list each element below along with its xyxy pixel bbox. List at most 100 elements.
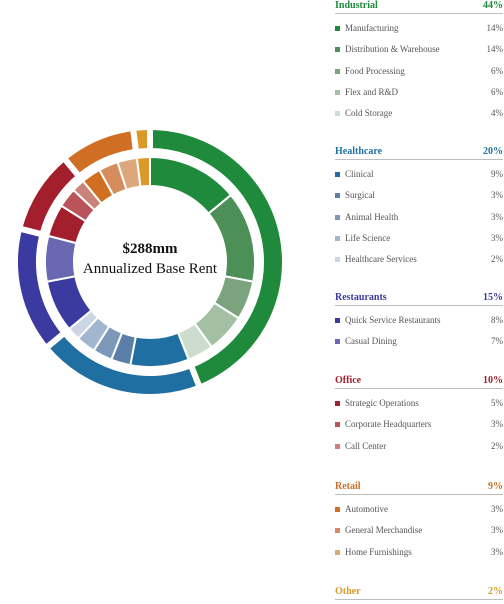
legend-item-home-furnishings: Home Furnishings 3% — [335, 542, 503, 563]
legend-item-animal-health: Animal Health 3% — [335, 207, 503, 228]
legend-group-header: Restaurants 15% — [335, 292, 503, 305]
legend-group-retail: Retail 9% Automotive 3% General Merchandise 3… — [335, 481, 503, 563]
legend-swatch — [335, 422, 340, 428]
legend-item-label: General Merchandise — [345, 525, 423, 536]
legend-group-name: Restaurants — [335, 292, 387, 303]
legend-group-header: Other 2% — [335, 586, 503, 599]
legend-item-manufacturing: Manufacturing 14% — [335, 18, 503, 39]
legend-item-value: 4% — [491, 108, 503, 119]
legend-swatch — [335, 90, 340, 96]
legend-swatch — [335, 339, 340, 345]
legend-group-header: Healthcare 20% — [335, 146, 503, 159]
legend-divider — [335, 13, 503, 14]
legend-item-value: 6% — [491, 87, 503, 98]
legend-item-label: Life Science — [345, 233, 391, 244]
legend-group-industrial: Industrial 44% Manufacturing 14% Distributio… — [335, 0, 503, 124]
legend-divider — [335, 388, 503, 389]
legend-item-value: 2% — [491, 440, 503, 451]
legend-item-flex-and-r-d: Flex and R&D 6% — [335, 82, 503, 103]
legend-item-life-science: Life Science 3% — [335, 228, 503, 249]
legend-item-call-center: Call Center 2% — [335, 436, 503, 457]
legend-group-name: Healthcare — [335, 146, 383, 157]
legend-group-value: 44% — [483, 0, 503, 11]
legend-item-value: 3% — [491, 546, 503, 557]
legend-item-quick-service-restaurants: Quick Service Restaurants 8% — [335, 310, 503, 331]
legend-item-value: 2% — [491, 254, 503, 265]
legend-item-label: Distribution & Warehouse — [345, 44, 440, 55]
center-title: $288mm — [123, 241, 178, 257]
inner-slice-clinical — [129, 331, 190, 368]
legend-swatch — [335, 172, 340, 178]
legend-swatch — [335, 549, 340, 555]
legend-item-healthcare-services: Healthcare Services 2% — [335, 249, 503, 270]
legend-swatch — [335, 47, 340, 53]
legend-group-name: Industrial — [335, 0, 378, 11]
legend-item-value: 3% — [491, 190, 503, 201]
legend-item-distribution-warehouse: Distribution & Warehouse 14% — [335, 39, 503, 60]
legend-item-value: 3% — [491, 233, 503, 244]
legend-swatch — [335, 257, 340, 263]
legend-item-value: 8% — [491, 315, 503, 326]
legend-item-food-processing: Food Processing 6% — [335, 61, 503, 82]
legend-group-name: Other — [335, 586, 361, 597]
legend-item-surgical: Surgical 3% — [335, 185, 503, 206]
legend-swatch — [335, 318, 340, 324]
legend-item-label: Automotive — [345, 504, 388, 515]
nested-donut-chart: $288mm Annualized Base Rent — [12, 123, 288, 400]
inner-slice-other — [135, 155, 151, 188]
legend-item-label: Surgical — [345, 190, 375, 201]
legend-item-strategic-operations: Strategic Operations 5% — [335, 393, 503, 414]
legend-group-healthcare: Healthcare 20% Clinical 9% Surgical 3% Animal … — [335, 146, 503, 270]
legend-item-label: Clinical — [345, 169, 374, 180]
legend-group-value: 15% — [483, 292, 503, 303]
legend-group-name: Office — [335, 375, 362, 386]
legend-swatch — [335, 507, 340, 513]
legend-item-value: 5% — [491, 398, 503, 409]
legend-item-value: 9% — [491, 169, 503, 180]
legend-item-label: Animal Health — [345, 211, 399, 222]
legend-item-general-merchandise: General Merchandise 3% — [335, 520, 503, 541]
legend-item-value: 14% — [486, 44, 504, 55]
inner-ring — [44, 155, 256, 368]
legend-divider — [335, 599, 503, 600]
legend-group-other: Other 2% — [335, 586, 503, 604]
legend-item-cold-storage: Cold Storage 4% — [335, 103, 503, 124]
legend-item-label: Corporate Headquarters — [345, 419, 432, 430]
legend-item-casual-dining: Casual Dining 7% — [335, 331, 503, 352]
legend-item-label: Food Processing — [345, 65, 405, 76]
legend-item-label: Quick Service Restaurants — [345, 315, 441, 326]
legend-group-value: 9% — [488, 481, 503, 492]
legend-item-value: 3% — [491, 525, 503, 536]
legend-group-name: Retail — [335, 481, 361, 492]
legend-item-corporate-headquarters: Corporate Headquarters 3% — [335, 414, 503, 435]
legend-swatch — [335, 401, 340, 407]
legend-group-header: Retail 9% — [335, 481, 503, 494]
legend-group-value: 10% — [483, 375, 503, 386]
legend-item-label: Home Furnishings — [345, 546, 412, 557]
legend-group-restaurants: Restaurants 15% Quick Service Restaurants 8… — [335, 292, 503, 353]
outer-ring — [12, 123, 288, 400]
legend-item-label: Strategic Operations — [345, 398, 419, 409]
legend-swatch — [335, 528, 340, 534]
legend-divider — [335, 494, 503, 495]
legend-group-value: 20% — [483, 146, 503, 157]
legend-group-header: Industrial 44% — [335, 0, 503, 13]
legend-item-label: Call Center — [345, 440, 387, 451]
legend-swatch — [335, 111, 340, 117]
legend-swatch — [335, 236, 340, 242]
legend-item-label: Cold Storage — [345, 108, 393, 119]
legend-item-label: Manufacturing — [345, 23, 399, 34]
legend-item-value: 3% — [491, 211, 503, 222]
legend-item-label: Healthcare Services — [345, 254, 417, 265]
legend-item-value: 6% — [491, 65, 503, 76]
legend-group-value: 2% — [488, 586, 503, 597]
legend-group-header: Office 10% — [335, 375, 503, 388]
outer-slice-other — [129, 123, 153, 156]
legend-swatch — [335, 443, 340, 449]
legend-group-office: Office 10% Strategic Operations 5% Corporate… — [335, 375, 503, 457]
legend-item-value: 3% — [491, 504, 503, 515]
legend-swatch — [335, 193, 340, 199]
legend-swatch — [335, 68, 340, 74]
legend-divider — [335, 159, 503, 160]
legend-swatch — [335, 214, 340, 220]
